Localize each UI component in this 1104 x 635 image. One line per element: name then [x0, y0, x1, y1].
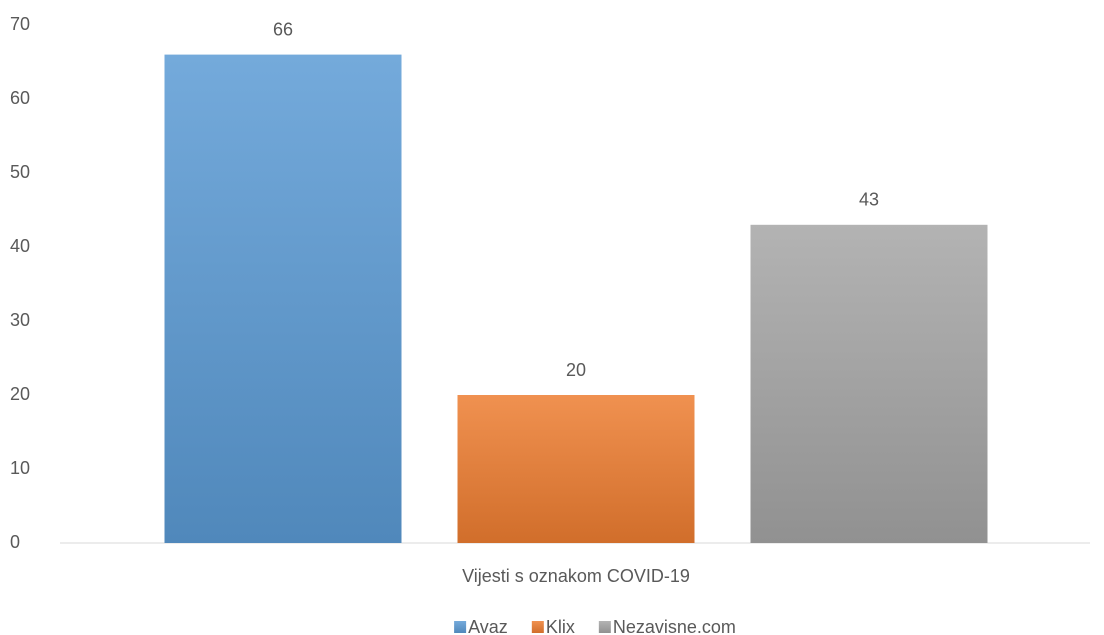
y-tick-label: 30	[10, 310, 30, 330]
data-label: 43	[859, 190, 879, 210]
bar	[750, 224, 988, 544]
legend-label: Avaz	[468, 617, 508, 635]
legend-swatch	[454, 621, 467, 633]
x-tick-label: Vijesti s oznakom COVID-19	[462, 566, 690, 586]
y-tick-label: 60	[10, 88, 30, 108]
data-label: 20	[566, 360, 586, 380]
y-tick-label: 20	[10, 384, 30, 404]
data-label: 66	[273, 19, 293, 39]
bar	[164, 54, 402, 543]
y-tick-label: 70	[10, 14, 30, 34]
bar	[457, 395, 695, 543]
y-tick-label: 10	[10, 458, 30, 478]
legend-label: Nezavisne.com	[613, 617, 736, 635]
y-tick-label: 40	[10, 236, 30, 256]
legend-swatch	[598, 621, 611, 633]
legend-label: Klix	[546, 617, 575, 635]
legend-swatch	[531, 621, 544, 633]
y-tick-label: 0	[10, 532, 20, 552]
y-tick-label: 50	[10, 162, 30, 182]
